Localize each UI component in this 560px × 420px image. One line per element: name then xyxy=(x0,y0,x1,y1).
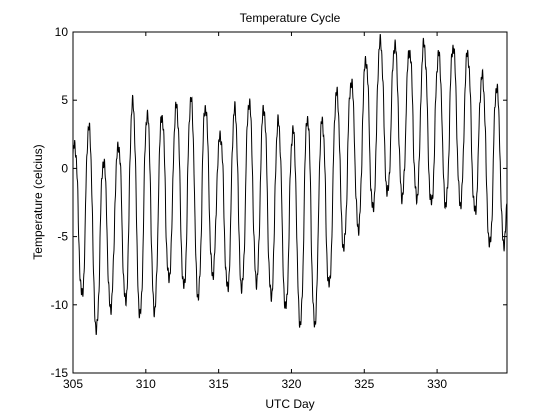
y-tick-label: 10 xyxy=(55,25,69,39)
y-tick-label: -5 xyxy=(57,230,68,244)
temperature-series-line xyxy=(72,33,508,335)
y-axis-label: Temperature (celcius) xyxy=(31,144,45,259)
x-tick-label: 325 xyxy=(354,377,374,391)
series-layer xyxy=(72,33,508,335)
x-axis-label: UTC Day xyxy=(265,397,314,411)
x-tick-label: 305 xyxy=(63,377,83,391)
x-tick-label: 330 xyxy=(427,377,447,391)
y-tick-label: -15 xyxy=(51,366,69,380)
chart-title: Temperature Cycle xyxy=(240,11,341,25)
y-tick-label: 0 xyxy=(61,161,68,175)
ticks-layer: 305 310 315 320 325 330 -15 -10 -5 0 5 10 xyxy=(51,25,507,391)
y-tick-label: -10 xyxy=(51,298,69,312)
y-tick-label: 5 xyxy=(61,93,68,107)
x-tick-label: 315 xyxy=(209,377,229,391)
x-tick-label: 320 xyxy=(281,377,301,391)
plot-frame xyxy=(72,31,508,374)
x-tick-label: 310 xyxy=(136,377,156,391)
